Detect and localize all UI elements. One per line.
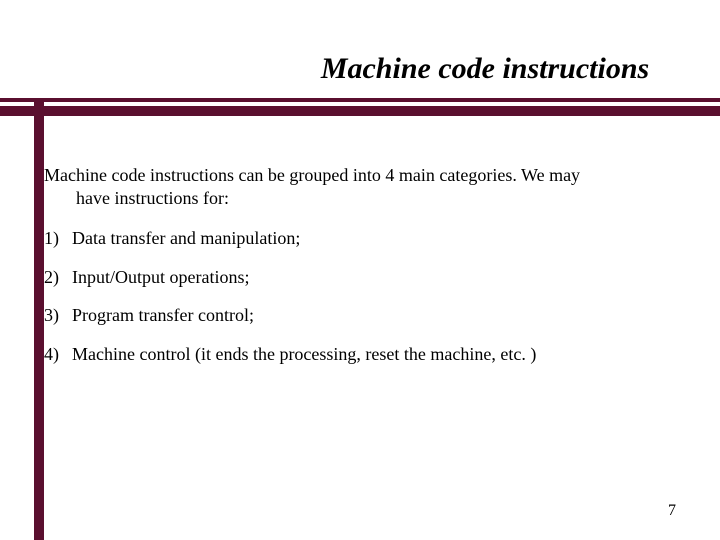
list-item: 1) Data transfer and manipulation; bbox=[44, 227, 676, 250]
intro-paragraph: Machine code instructions can be grouped… bbox=[44, 164, 676, 209]
list-marker: 3) bbox=[44, 304, 72, 327]
list-marker: 4) bbox=[44, 343, 72, 366]
list-marker: 1) bbox=[44, 227, 72, 250]
list-text: Program transfer control; bbox=[72, 304, 254, 327]
list-text: Input/Output operations; bbox=[72, 266, 249, 289]
list-marker: 2) bbox=[44, 266, 72, 289]
list-text: Data transfer and manipulation; bbox=[72, 227, 300, 250]
vertical-bar bbox=[34, 98, 44, 540]
list-item: 2) Input/Output operations; bbox=[44, 266, 676, 289]
divider-thick bbox=[0, 106, 720, 116]
divider-thin bbox=[0, 98, 720, 102]
list-item: 4) Machine control (it ends the processi… bbox=[44, 343, 676, 366]
category-list: 1) Data transfer and manipulation; 2) In… bbox=[44, 227, 676, 365]
title-area: Machine code instructions bbox=[0, 52, 720, 86]
content: Machine code instructions can be grouped… bbox=[44, 164, 676, 381]
page-number: 7 bbox=[668, 502, 676, 520]
slide-title: Machine code instructions bbox=[321, 52, 649, 85]
intro-line-1: Machine code instructions can be grouped… bbox=[44, 165, 580, 185]
list-item: 3) Program transfer control; bbox=[44, 304, 676, 327]
list-text: Machine control (it ends the processing,… bbox=[72, 343, 536, 366]
intro-line-2: have instructions for: bbox=[44, 187, 676, 210]
